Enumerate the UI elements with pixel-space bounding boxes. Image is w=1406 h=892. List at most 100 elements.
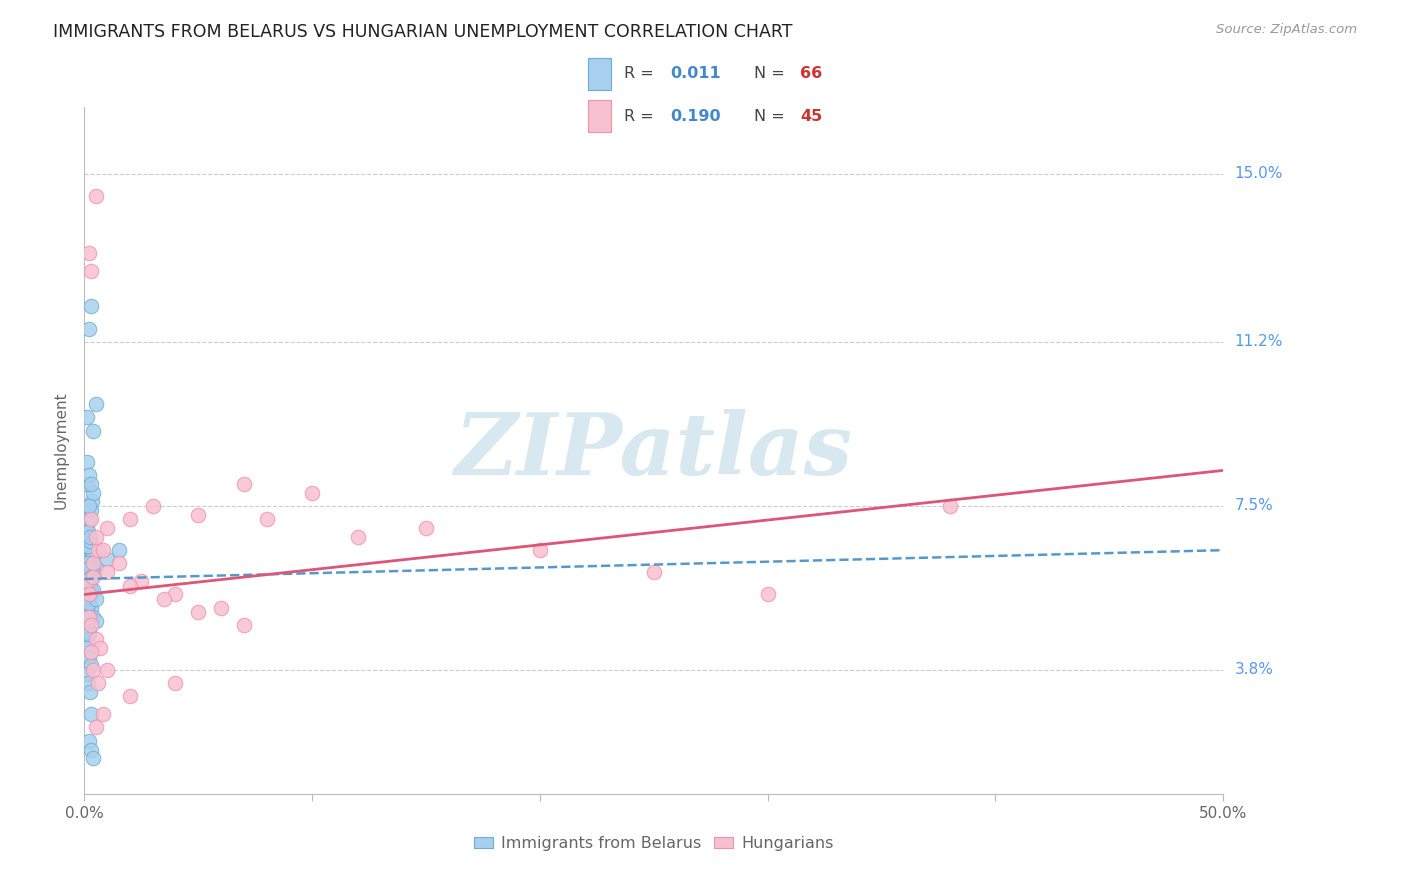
Point	[84, 591, 107, 606]
Point	[82, 582, 104, 597]
Point	[76, 676, 98, 690]
Point	[96, 566, 118, 580]
Point	[77, 627, 100, 641]
Point	[82, 485, 104, 500]
Text: N =: N =	[754, 66, 785, 81]
Point	[76, 667, 98, 681]
Point	[76, 525, 98, 540]
Point	[118, 579, 141, 593]
Point	[76, 566, 98, 580]
Point	[80, 543, 103, 558]
Text: 0.190: 0.190	[671, 109, 721, 124]
Point	[80, 645, 103, 659]
Point	[77, 609, 100, 624]
Point	[89, 640, 111, 655]
Point	[107, 557, 129, 571]
Point	[82, 561, 104, 575]
Point	[82, 663, 104, 677]
Point	[80, 570, 103, 584]
Point	[529, 543, 551, 558]
Point	[80, 552, 103, 566]
Point	[76, 521, 98, 535]
Point	[76, 640, 98, 655]
Point	[76, 618, 98, 632]
Point	[91, 543, 114, 558]
Point	[84, 397, 107, 411]
Point	[96, 521, 118, 535]
Point	[187, 508, 209, 522]
Point	[84, 188, 107, 202]
Point	[76, 587, 98, 601]
Point	[76, 574, 98, 589]
Point	[76, 454, 98, 468]
Point	[80, 742, 103, 756]
Point	[82, 570, 104, 584]
Point	[77, 557, 100, 571]
Point	[80, 618, 103, 632]
Point	[82, 424, 104, 438]
Text: ZIPatlas: ZIPatlas	[454, 409, 853, 492]
Point	[256, 512, 278, 526]
Point	[80, 566, 103, 580]
Y-axis label: Unemployment: Unemployment	[53, 392, 69, 509]
Text: 3.8%: 3.8%	[1234, 662, 1274, 677]
Text: N =: N =	[754, 109, 785, 124]
Point	[756, 587, 779, 601]
Text: 66: 66	[800, 66, 823, 81]
Point	[91, 707, 114, 722]
Point	[107, 543, 129, 558]
Point	[346, 530, 368, 544]
Point	[77, 733, 100, 747]
Point	[84, 561, 107, 575]
Text: 0.011: 0.011	[671, 66, 721, 81]
Point	[77, 623, 100, 637]
Point	[76, 410, 98, 425]
Point	[76, 574, 98, 589]
Point	[118, 690, 141, 704]
Point	[87, 676, 110, 690]
Point	[77, 596, 100, 610]
Point	[232, 476, 254, 491]
Point	[76, 579, 98, 593]
Point	[80, 600, 103, 615]
Point	[131, 574, 153, 589]
Point	[76, 574, 98, 589]
Point	[84, 530, 107, 544]
Point	[82, 751, 104, 765]
Point	[142, 499, 165, 513]
Point	[165, 676, 187, 690]
Point	[153, 591, 176, 606]
Point	[77, 467, 100, 482]
Bar	[588, 100, 612, 132]
Point	[80, 587, 103, 601]
Point	[187, 605, 209, 619]
Point	[80, 707, 103, 722]
Point	[77, 512, 100, 526]
Point	[165, 587, 187, 601]
Text: 7.5%: 7.5%	[1234, 499, 1272, 514]
Point	[77, 557, 100, 571]
Text: R =: R =	[624, 109, 654, 124]
Point	[415, 521, 437, 535]
Point	[77, 587, 100, 601]
Text: 15.0%: 15.0%	[1234, 166, 1282, 181]
Point	[96, 663, 118, 677]
Text: R =: R =	[624, 66, 654, 81]
Point	[82, 494, 104, 508]
Point	[80, 300, 103, 314]
Point	[82, 548, 104, 562]
Point	[232, 618, 254, 632]
Point	[79, 574, 101, 589]
Point	[77, 649, 100, 664]
Point	[209, 600, 232, 615]
Point	[84, 720, 107, 734]
Point	[76, 591, 98, 606]
Point	[80, 264, 103, 278]
Bar	[588, 58, 612, 89]
Point	[79, 685, 101, 699]
Point	[80, 658, 103, 673]
Point	[80, 503, 103, 517]
Point	[80, 582, 103, 597]
Point	[79, 530, 101, 544]
Legend: Immigrants from Belarus, Hungarians: Immigrants from Belarus, Hungarians	[474, 836, 834, 851]
